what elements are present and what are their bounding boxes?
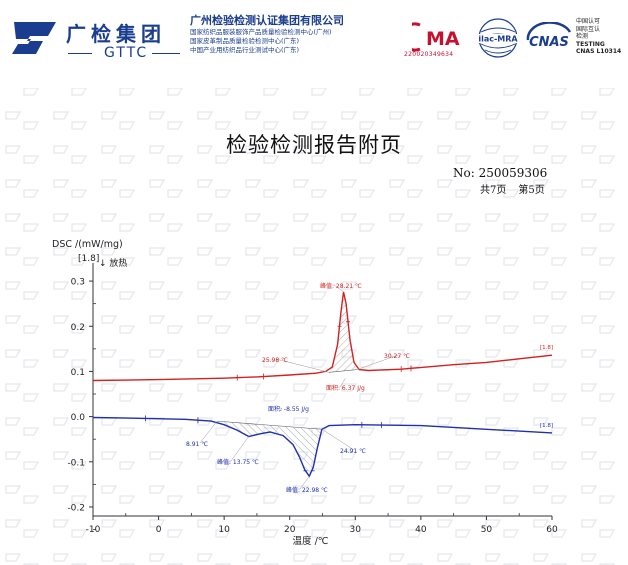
annotation-leader — [333, 284, 344, 293]
brand-divider — [152, 53, 180, 54]
cnas-line: TESTING — [576, 40, 605, 48]
annotation-label: 30.27 ℃ — [384, 353, 410, 360]
annotation-leader — [299, 476, 310, 490]
x-tick-label: 40 — [415, 525, 427, 535]
cnas-line: 国际互认 — [576, 25, 601, 33]
x-axis-label: 温度 /℃ — [293, 535, 329, 547]
exotherm-label: ↓ 放热 — [99, 257, 127, 269]
cma-number: 220020349634 — [404, 51, 454, 58]
cnas-line: CNAS L10314 — [576, 48, 622, 55]
series-line — [92, 416, 553, 478]
annotation-label: 8.91 ℃ — [186, 441, 208, 448]
annotation-leader — [199, 420, 218, 444]
y-tick-label: 0.3 — [71, 278, 85, 288]
series-end-label: [1.8] — [540, 423, 553, 429]
annotation-leader — [321, 429, 355, 451]
page-indicator: 共7页 第5页 — [480, 181, 557, 196]
brand-name-cn: 广检集团 — [66, 22, 166, 46]
y-tick-label: -0.2 — [67, 503, 85, 513]
page-total: 共7页 — [480, 185, 507, 196]
company-subline: 国家皮革制品质量检验检测中心(广东) — [190, 37, 300, 45]
annotation-leader — [339, 378, 346, 388]
annotation-label: 24.91 ℃ — [340, 448, 366, 455]
x-tick-label: 60 — [546, 525, 558, 535]
x-tick-label: 0 — [156, 525, 162, 535]
baseline — [328, 369, 358, 373]
cma-label: MA — [426, 28, 460, 50]
peak-area-hatch — [216, 421, 322, 477]
x-tick-label: -10 — [86, 525, 101, 535]
gttc-logo-icon — [12, 22, 56, 54]
y-axis-sublabel: [1.8] — [78, 254, 99, 264]
report-number: No: 250059306 — [453, 166, 548, 180]
cnas-line: 检测 — [576, 33, 589, 40]
annotation-label: 面积: 6.37 J/g — [326, 384, 365, 392]
annotation-leader — [230, 436, 249, 462]
annotation-label: 峰值: 22.98 ℃ — [286, 486, 328, 494]
cnas-label: CNAS — [529, 35, 569, 50]
y-tick-label: -0.1 — [67, 458, 85, 468]
cnas-mark-icon: CNAS — [526, 22, 572, 50]
company-block: 广州检验检测认证集团有限公司 国家纺织品服装服饰产品质量检验检测中心(广州) 国… — [190, 14, 344, 55]
series-line — [92, 291, 553, 382]
cnas-line: 中国认可 — [576, 18, 601, 25]
y-tick-label: 0.1 — [71, 368, 85, 378]
page-current: 第5页 — [518, 185, 545, 196]
brand-name-en: GTTC — [104, 45, 149, 61]
report-header: 广检集团 GTTC 广州检验检测认证集团有限公司 国家纺织品服装服饰产品质量检验… — [0, 0, 628, 80]
x-tick-label: 50 — [481, 525, 493, 535]
x-tick-label: 20 — [284, 525, 296, 535]
ilac-mra-icon: ilac-MRA — [477, 18, 519, 58]
company-name: 广州检验检测认证集团有限公司 — [190, 14, 344, 27]
annotation-leader — [279, 407, 283, 412]
annotation-leader — [275, 358, 329, 373]
y-tick-label: 0.2 — [71, 323, 85, 333]
company-subline: 中国产业用纺织品行业测试中心(广东) — [190, 46, 300, 54]
cnas-accreditation: 中国认可 国际互认 检测 TESTING CNAS L10314 — [576, 18, 621, 56]
baseline — [216, 420, 322, 430]
annotation-label: 25.98 ℃ — [262, 357, 288, 364]
annotation-label: 峰值: 28.21 ℃ — [320, 282, 362, 290]
y-axis-label: DSC /(mW/mg) — [52, 239, 123, 250]
annotation-label: 面积: -8.55 J/g — [268, 405, 309, 413]
x-tick-label: 30 — [350, 525, 362, 535]
cma-mark-icon: MA — [412, 22, 460, 52]
y-tick-label: 0.0 — [71, 413, 86, 423]
ilac-label: ilac-MRA — [478, 35, 518, 44]
series-end-label: [1.8] — [540, 345, 553, 351]
brand-divider — [68, 53, 92, 54]
annotation-label: 峰值: 13.75 ℃ — [217, 458, 259, 466]
page-title: 检验检测报告附页 — [226, 133, 402, 157]
annotation-leader — [356, 354, 399, 370]
x-tick-label: 10 — [218, 525, 230, 535]
company-subline: 国家纺织品服装服饰产品质量检验检测中心(广州) — [190, 28, 332, 36]
